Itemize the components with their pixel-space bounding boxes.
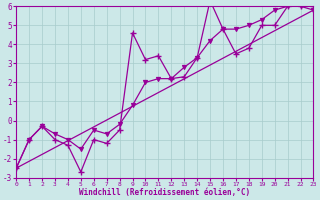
X-axis label: Windchill (Refroidissement éolien,°C): Windchill (Refroidissement éolien,°C) [79,188,250,197]
